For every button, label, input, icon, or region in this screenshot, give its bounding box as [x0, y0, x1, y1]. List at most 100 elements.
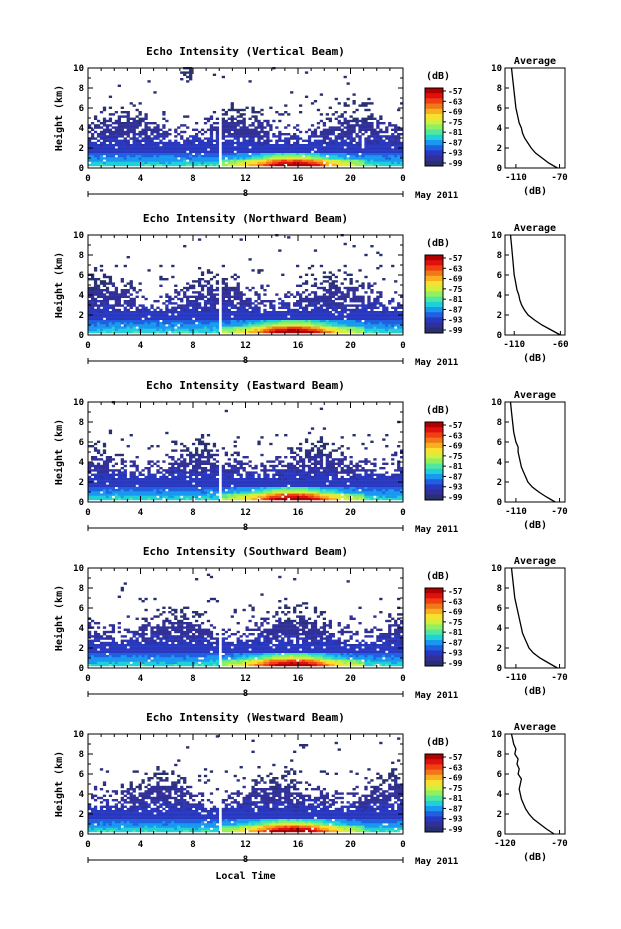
heatmap-cell	[385, 161, 389, 164]
heatmap-cell	[293, 137, 297, 140]
heatmap-cell	[186, 308, 190, 312]
heatmap-cell	[248, 128, 252, 131]
heatmap-cell	[224, 462, 228, 465]
heatmap-cell	[186, 447, 190, 450]
heatmap-cell	[96, 304, 101, 307]
heatmap-cell	[239, 473, 243, 476]
heatmap-cell	[385, 146, 389, 149]
heatmap-cell	[153, 475, 157, 479]
heatmap-cell	[334, 330, 338, 334]
heatmap-cell	[397, 157, 401, 160]
heatmap-cell	[355, 308, 359, 312]
heatmap-cell	[105, 275, 110, 279]
heatmap-cell	[212, 489, 217, 492]
heatmap-cell	[361, 161, 365, 164]
heatmap-cell	[144, 330, 148, 334]
heatmap-cell	[269, 144, 273, 147]
heatmap-cell	[260, 330, 264, 334]
heatmap-cell	[206, 324, 211, 327]
heatmap-cell	[254, 130, 258, 134]
colorbar-label: -93	[448, 316, 463, 325]
heatmap-cell	[197, 161, 202, 164]
heatmap-cell	[99, 295, 104, 298]
heatmap-cell	[126, 133, 130, 136]
heatmap-cell	[343, 75, 347, 79]
heatmap-cell	[162, 322, 166, 325]
heatmap-cell	[242, 462, 246, 465]
heatmap-cell	[304, 306, 309, 309]
heatmap-cell	[367, 124, 371, 127]
heatmap-cell	[186, 71, 190, 74]
heatmap-cell	[123, 473, 127, 476]
heatmap-cell	[141, 128, 145, 131]
heatmap-cell	[224, 122, 228, 125]
heatmap-cell	[293, 144, 297, 147]
heatmap-cell	[325, 133, 330, 136]
heatmap-cell	[168, 326, 172, 329]
heatmap-cell	[200, 482, 205, 485]
heatmap-cell	[343, 319, 347, 323]
heatmap-cell	[200, 273, 205, 276]
heatmap-cell	[355, 119, 359, 123]
heatmap-cell	[144, 157, 148, 160]
heatmap-cell	[376, 159, 380, 162]
heatmap-cell	[197, 467, 202, 470]
heatmap-cell	[212, 300, 217, 303]
heatmap-cell	[96, 469, 101, 472]
heatmap-cell	[189, 144, 193, 147]
heatmap-cell	[126, 159, 130, 162]
heatmap-cell	[322, 324, 327, 327]
heatmap-cell	[307, 322, 312, 325]
heatmap-cell	[233, 278, 237, 281]
heatmap-cell	[307, 293, 312, 296]
heatmap-cell	[108, 297, 113, 301]
heatmap-cell	[189, 148, 193, 151]
heatmap-cell	[337, 322, 341, 325]
heatmap-cell	[340, 139, 344, 142]
heatmap-cell	[391, 311, 395, 314]
heatmap-cell	[227, 304, 231, 307]
heatmap-cell	[123, 157, 127, 160]
heatmap-cell	[200, 155, 205, 158]
y-tick-label: 0	[79, 164, 84, 174]
heatmap-cell	[278, 148, 282, 151]
heatmap-cell	[310, 130, 315, 134]
heatmap-cell	[364, 155, 368, 158]
heatmap-cell	[221, 475, 225, 479]
heatmap-cell	[132, 489, 136, 492]
heatmap-cell	[337, 141, 341, 145]
heatmap-cell	[209, 324, 214, 327]
heatmap-cell	[242, 478, 246, 481]
heatmap-cell	[111, 497, 116, 501]
heatmap-cell	[141, 295, 145, 298]
heatmap-cell	[263, 313, 267, 316]
heatmap-cell	[287, 150, 291, 153]
heatmap-cell	[171, 467, 175, 470]
heatmap-cell	[88, 159, 92, 162]
heatmap-cell	[111, 304, 116, 307]
heatmap-cell	[388, 139, 392, 142]
heatmap-cell	[203, 155, 208, 158]
heatmap-cell	[194, 326, 199, 329]
heatmap-cell	[382, 148, 386, 151]
heatmap-cell	[319, 141, 324, 145]
heatmap-cell	[189, 315, 193, 318]
heatmap-cell	[254, 126, 258, 129]
heatmap-cell	[361, 126, 365, 129]
heatmap-cell	[230, 133, 234, 136]
heatmap-cell	[111, 317, 116, 320]
heatmap-cell	[138, 157, 142, 160]
heatmap-cell	[132, 152, 136, 156]
heatmap-cell	[340, 324, 344, 327]
heatmap-cell	[304, 150, 309, 153]
heatmap-cell	[144, 144, 148, 147]
heatmap-cell	[328, 306, 332, 309]
heatmap-cell	[379, 115, 383, 118]
heatmap-cell	[248, 315, 252, 318]
heatmap-cell	[337, 122, 341, 125]
heatmap-cell	[284, 302, 288, 305]
heatmap-cell	[245, 484, 249, 487]
heatmap-cell	[186, 80, 190, 83]
heatmap-cell	[349, 328, 353, 331]
heatmap-cell	[111, 122, 116, 125]
